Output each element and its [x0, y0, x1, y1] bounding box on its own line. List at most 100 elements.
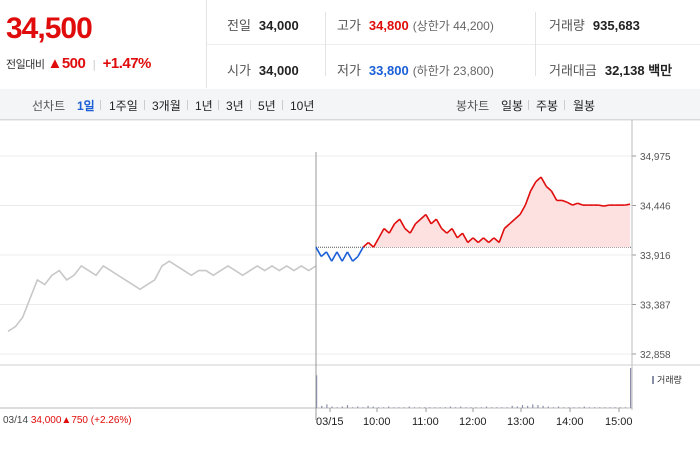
y-tick-label: 33,387 — [640, 301, 671, 312]
prev-close-cell: 전일 34,000 — [227, 15, 299, 34]
price-line-segment — [503, 223, 511, 230]
price-line-segment — [477, 237, 484, 244]
price-line-segment — [509, 218, 516, 225]
price-line-segment — [461, 232, 469, 243]
tab-1year[interactable]: 1년 — [195, 99, 213, 113]
x-tick-label: 13:00 — [507, 416, 535, 428]
volume-value: 935,683 — [592, 18, 640, 33]
prev-day-arrow-icon: ▲ — [61, 415, 72, 426]
price-line-segment — [472, 237, 479, 244]
volume-bar — [326, 404, 328, 408]
volume-bar — [367, 405, 369, 408]
volume-label: 거래량 — [549, 18, 585, 33]
price-line-segment — [529, 181, 537, 192]
intraday-chart: 34,975 34,446 33,916 33,387 32,858 거래량 03/15 10… — [0, 119, 700, 450]
volume-bar — [552, 407, 554, 408]
volume-bar — [321, 405, 323, 408]
prev-day-pct: (+2.26%) — [90, 415, 132, 426]
price-line-segment — [524, 190, 532, 206]
price-line-segment — [346, 251, 354, 262]
volume-bar — [573, 407, 575, 408]
open-value: 34,000 — [258, 63, 299, 78]
candle-chart-title: 봉차트 — [456, 99, 490, 113]
current-price-box: 34,500 전일대비 ▲500 | +1.47% — [0, 0, 207, 88]
volume-bar — [485, 406, 488, 408]
change-percent: +1.47% — [102, 55, 152, 72]
volume-bar — [480, 407, 482, 408]
line-chart-title: 선차트 — [32, 99, 66, 113]
prev-close-label: 전일 — [227, 18, 251, 33]
volume-bar — [501, 407, 503, 408]
volume-bar — [583, 406, 585, 408]
low-value: 33,800 — [368, 63, 409, 78]
tab-1day[interactable]: 1일 — [77, 99, 95, 113]
current-price: 34,500 — [6, 12, 93, 45]
volume-bar — [521, 405, 524, 408]
prev-day-close: 34,000 — [30, 415, 62, 426]
tab-3year[interactable]: 3년 — [226, 99, 244, 113]
price-line-segment — [399, 218, 406, 229]
volume-bar — [273, 407, 275, 408]
high-value: 34,800 — [368, 18, 409, 33]
volume-bar — [129, 407, 131, 408]
price-line-segment — [393, 218, 401, 225]
prev-day-diff: 750 — [71, 415, 88, 426]
volume-bar — [331, 406, 333, 408]
volume-bar — [418, 407, 421, 408]
volume-bar — [439, 407, 441, 408]
tab-daily-candle[interactable]: 일봉 — [501, 99, 524, 113]
change-row: 전일대비 ▲500 | +1.47% — [6, 55, 151, 72]
price-line-segment — [456, 232, 464, 239]
price-line-segment — [352, 255, 359, 262]
volume-bar — [516, 406, 518, 408]
volume-bar — [532, 404, 534, 408]
open-cell: 시가 34,000 — [227, 60, 299, 79]
price-line-segment — [550, 190, 558, 201]
y-tick-label: 34,446 — [640, 202, 671, 213]
volume-bar — [511, 405, 513, 408]
volume-bar — [563, 407, 565, 408]
chart-tab-bar: 선차트 1일 1주일 3개월 1년 3년 5년 10년 봉차트 일봉 주봉 월봉 — [0, 89, 700, 120]
tab-10year[interactable]: 10년 — [290, 99, 315, 113]
volume-bar — [388, 406, 390, 408]
amount-cell: 거래대금 32,138 백만 — [549, 60, 672, 79]
tab-divider — [282, 100, 283, 110]
tab-3month[interactable]: 3개월 — [152, 99, 181, 113]
volume-bar — [352, 407, 354, 408]
price-line-segment — [488, 237, 495, 244]
y-tick-label: 34,975 — [640, 152, 671, 163]
volume-bar — [429, 407, 431, 408]
price-line-segment — [561, 199, 568, 204]
tab-monthly-candle[interactable]: 월봉 — [573, 99, 596, 113]
price-line-segment — [535, 176, 542, 183]
high-label: 고가 — [337, 18, 361, 33]
price-line-segment — [514, 213, 521, 220]
x-tick-label: 12:00 — [459, 416, 487, 428]
tab-divider — [564, 100, 565, 110]
price-line-segment — [498, 228, 506, 243]
tab-1week[interactable]: 1주일 — [109, 99, 138, 113]
price-line-segment — [414, 218, 422, 225]
price-line-segment — [540, 176, 547, 187]
volume-bar — [165, 407, 167, 408]
price-line-segment — [404, 227, 411, 234]
price-line-segment — [545, 185, 553, 192]
tab-weekly-candle[interactable]: 주봉 — [536, 99, 559, 113]
volume-bar — [475, 407, 477, 408]
price-line-segment — [425, 214, 432, 225]
column-divider — [325, 12, 326, 76]
high-cell: 고가 34,800 (상한가 44,200) — [337, 15, 494, 34]
volume-bar — [578, 407, 580, 408]
prev-day-info: 03/14 34,000▲750 (+2.26%) — [3, 415, 132, 426]
volume-bar — [413, 407, 416, 408]
price-line-segment — [420, 213, 427, 220]
y-tick-label: 32,858 — [640, 350, 671, 361]
price-line-segment — [493, 237, 500, 244]
volume-bar — [316, 375, 318, 408]
volume-bar — [527, 405, 529, 408]
price-line-segment — [331, 251, 338, 262]
price-line-segment — [388, 223, 396, 234]
upper-limit: (상한가 44,200) — [412, 19, 494, 33]
tab-divider — [187, 100, 188, 110]
tab-5year[interactable]: 5년 — [258, 99, 276, 113]
